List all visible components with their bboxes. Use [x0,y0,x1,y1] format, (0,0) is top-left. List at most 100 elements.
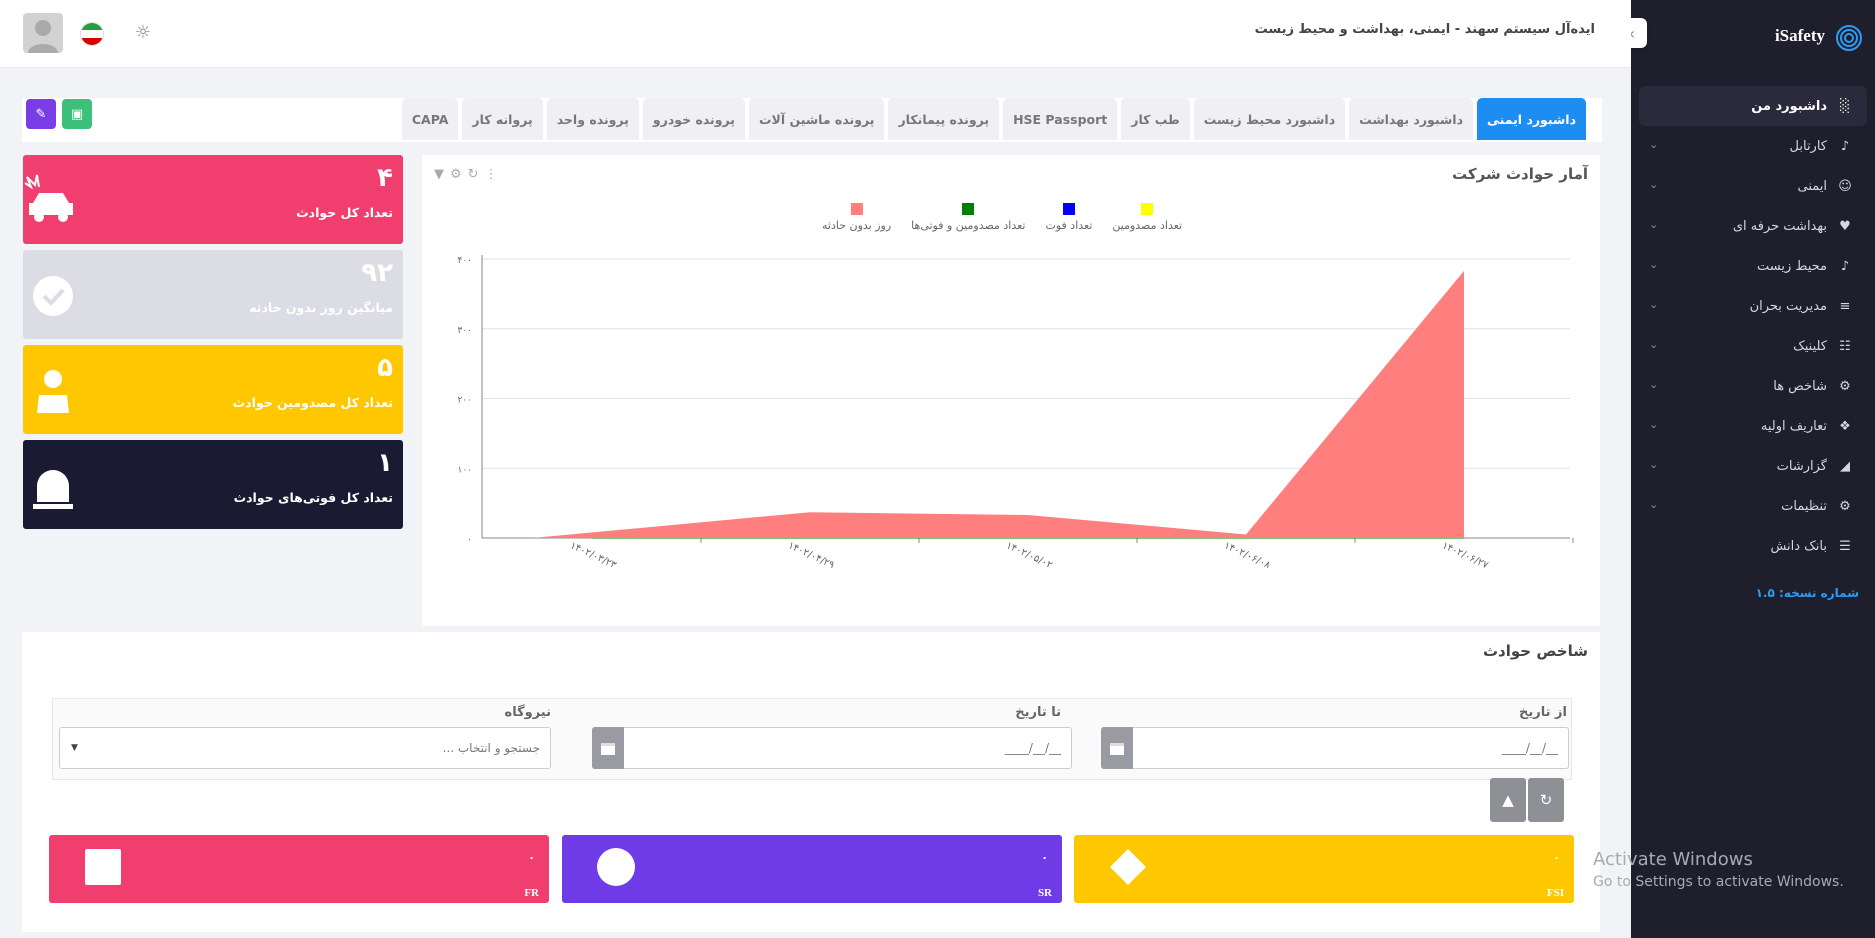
sidebar-item[interactable]: ☷ کلینیک ⌄ [1639,326,1867,366]
siren-icon [33,470,73,509]
x-tick-label: ۱۴۰۲/۰۶/۰۸ [1222,540,1272,571]
legend-item[interactable]: تعداد مصدومین و فوتی‌ها [911,203,1026,232]
tab[interactable]: پرونده واحد [546,98,639,140]
y-tick-label: ۰ [467,535,472,545]
sidebar-item-label: داشبورد من [1751,98,1827,114]
legend-swatch [1141,203,1154,215]
sidebar-item-label: بهداشت حرفه ای [1732,218,1827,234]
chevron-up-circle-icon: ▲ [1502,791,1514,809]
sidebar-item-label: کلینیک [1793,338,1827,354]
version-label: شماره نسخه: ۱.۵ [1755,586,1859,600]
user-avatar-icon [28,20,58,53]
activation-watermark: Activate Windows [1593,849,1753,870]
kpi-name: FSI [1546,887,1564,899]
tab[interactable]: پرونده ماشین آلات [749,98,885,140]
kpi-value: ۰ [1041,851,1048,864]
sidebar-item[interactable]: ◢ گزارشات ⌄ [1639,446,1867,486]
legend-swatch [1062,203,1075,215]
filters: از تاریخ __/__/____ تا تاریخ __/__/____ … [52,698,1572,780]
brand[interactable]: iSafety [1631,14,1875,58]
tab[interactable]: طب کار [1121,98,1190,140]
edit-button[interactable]: ✎ [26,99,56,129]
kpi-name: SR [1037,887,1052,899]
heartbeat-icon: ♥ [1839,218,1851,234]
sidebar-item[interactable]: ❖ تعاریف اولیه ⌄ [1639,406,1867,446]
sidebar-item[interactable]: ☰ بانک دانش [1639,526,1867,566]
stat-label: میانگین روز بدون حادثه [249,300,393,315]
sidebar-item[interactable]: ⚙ تنظیمات ⌄ [1639,486,1867,526]
refresh-icon[interactable]: ↻ [467,167,479,182]
legend-item[interactable]: تعداد مصدومین [1112,203,1182,232]
avatar[interactable] [23,13,63,53]
from-date-input[interactable]: __/__/____ [1101,727,1569,769]
chart-legend: تعداد مصدومین تعداد فوت تعداد مصدومین و فو… [822,203,1182,232]
tab[interactable]: پرونده پیمانکار [888,98,1000,140]
save-icon: ▣ [70,106,84,122]
cogs-icon: ⚙ [1839,498,1851,514]
refresh-icon: ↻ [1539,791,1553,809]
injured-worker-icon [37,370,69,413]
database-icon: ☰ [1839,538,1851,554]
calendar-icon[interactable] [592,727,624,769]
x-tick-label: ۱۴۰۲/۰۴/۲۹ [786,540,836,571]
chevron-down-circle-icon[interactable]: ▼ [434,167,444,182]
incident-chart-panel: آمار حوادث شرکت ▼ ⚙ ↻ ⋮ تعداد مصدومین تعد… [422,155,1600,626]
y-tick-label: ۲۰۰ [457,396,472,406]
tab[interactable]: داشبورد محیط زیست [1193,98,1346,140]
square-icon [85,849,121,885]
page-title: ایده‌آل سیستم سهند - ایمنی، بهداشت و محی… [1254,22,1595,37]
sidebar-item-label: مدیریت بحران [1749,298,1827,314]
chevron-down-icon: ⌄ [1649,378,1659,391]
refresh-button[interactable]: ↻ [1528,778,1564,822]
bell-icon: ♪ [1840,138,1850,154]
sidebar-item[interactable]: ≡ مدیریت بحران ⌄ [1639,286,1867,326]
sidebar-item[interactable]: ♪ محیط زیست ⌄ [1639,246,1867,286]
calendar-icon[interactable] [1101,727,1133,769]
chevron-down-icon: ⌄ [1649,458,1659,471]
to-date-input[interactable]: __/__/____ [592,727,1072,769]
collapse-button[interactable]: ▲ [1490,778,1526,822]
sidebar-item-label: کارتابل [1789,138,1827,154]
save-button[interactable]: ▣ [62,99,92,129]
chevron-down-icon: ⌄ [1649,218,1659,231]
tab[interactable]: پرونده خودرو [642,98,745,140]
sidebar-item[interactable]: ☺ ایمنی ⌄ [1639,166,1867,206]
caret-down-icon: ▼ [71,743,78,753]
legend-item[interactable]: روز بدون حادثه [822,203,891,232]
iran-flag-icon[interactable] [80,22,104,46]
legend-item[interactable]: تعداد فوت [1046,203,1092,232]
kpi-value: ۰ [528,851,535,864]
fingerprint-logo-icon [1836,25,1862,51]
activation-watermark-subtitle: Go to Settings to activate Windows. [1593,874,1844,890]
tab[interactable]: پروانه کار [462,98,543,140]
sidebar-item-label: تعاریف اولیه [1760,418,1827,434]
tab[interactable]: CAPA [401,98,459,140]
sun-icon[interactable]: ☼ [134,22,152,43]
sidebar-item[interactable]: ♥ بهداشت حرفه ای ⌄ [1639,206,1867,246]
bell-icon: ♪ [1840,258,1850,274]
area-chart: ۰ ۱۰۰ ۲۰۰ ۳۰۰ ۴۰۰ ۱۴۰۲/۰۳/۲۳ ۱۴۰۲/۰۴/۲۹ ۱۴۰۲/۰۵… [457,255,1574,571]
area-chart-icon: ◢ [1840,458,1850,474]
kpi-card-fsi: ۰ FSI [1074,835,1574,903]
legend-label: تعداد مصدومین و فوتی‌ها [911,219,1026,232]
stat-card: ۴ تعداد کل حوادث [23,155,403,244]
tab[interactable]: HSE Passport [1003,98,1118,140]
sidebar-item[interactable]: ░ داشبورد من [1639,86,1867,126]
sidebar-item-label: ایمنی [1797,178,1827,194]
sidebar-item[interactable]: ♪ کارتابل ⌄ [1639,126,1867,166]
sidebar: iSafety ░ داشبورد من ♪ کارتابل ⌄ ☺ ایمنی ⌄ ♥ بهدا… [1631,0,1875,938]
brand-name: iSafety [1774,26,1825,45]
user-icon: ☺ [1838,178,1852,194]
plant-select[interactable]: جستجو و انتخاب ... [59,727,551,769]
sidebar-item[interactable]: ⚙ شاخص ها ⌄ [1639,366,1867,406]
tab[interactable]: داشبورد بهداشت [1349,98,1473,140]
sidebar-item-label: تنظیمات [1781,498,1827,514]
y-tick-label: ۴۰۰ [457,256,472,266]
more-vertical-icon[interactable]: ⋮ [484,167,498,182]
x-tick-label: ۱۴۰۲/۰۵/۰۲ [1004,540,1054,571]
stat-value: ۱ [377,448,393,478]
stat-value: ۹۲ [361,258,393,288]
gear-icon[interactable]: ⚙ [450,167,462,182]
tab[interactable]: داشبورد ایمنی [1476,98,1586,140]
chart-tools: ▼ ⚙ ↻ ⋮ [434,167,498,182]
